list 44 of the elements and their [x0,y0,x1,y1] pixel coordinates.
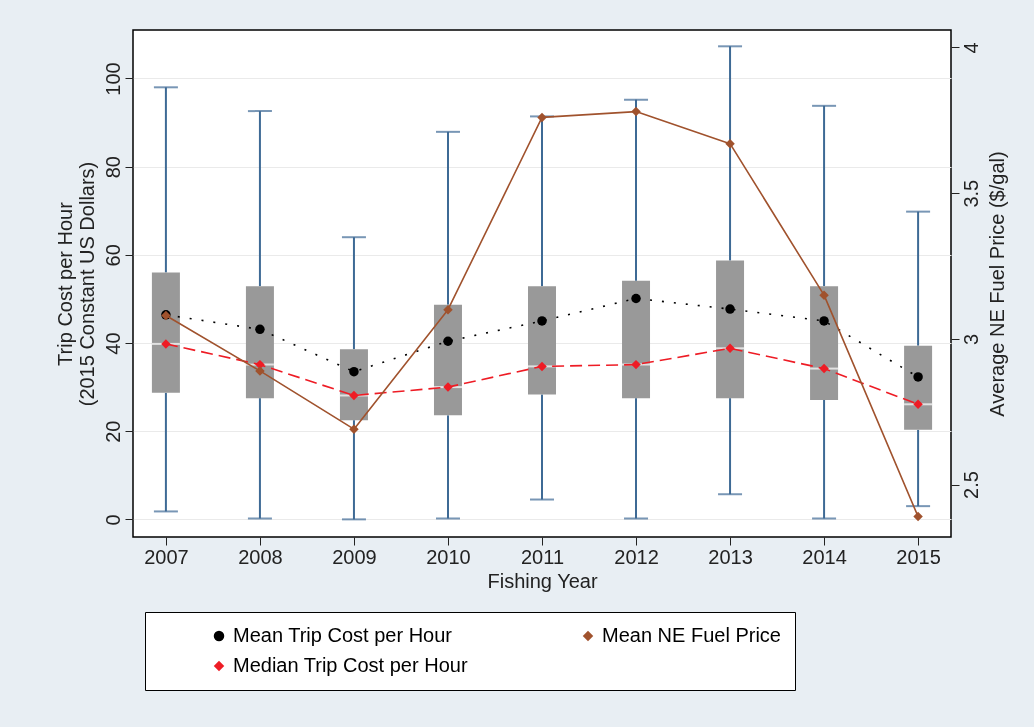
x-tick-label: 2010 [426,545,471,568]
y2-tick-label: 3 [959,333,982,345]
x-tick-label: 2008 [238,545,283,568]
x-axis-title: Fishing Year [487,569,598,592]
y-axis-title: Trip Cost per Hour (2015 Constant US Dollars) [53,161,98,407]
point [537,361,547,372]
point [725,138,735,149]
y2-tick-label: 3.5 [959,179,982,208]
point [725,304,735,314]
y-tick-label: 0 [101,514,124,526]
legend-label: Median Trip Cost per Hour [233,654,468,676]
point [443,336,453,346]
x-tick-label: 2015 [896,545,941,568]
x-tick-label: 2014 [802,545,847,568]
legend-label: Mean NE Fuel Price [602,624,781,646]
point [819,316,829,326]
point [913,511,923,522]
y-tick-label: 40 [101,332,124,355]
y-tick-label: 100 [101,62,124,96]
x-tick-label: 2013 [708,545,753,568]
y2-axis-title: Average NE Fuel Price ($/gal) [985,151,1008,417]
point [819,363,829,374]
x-tick-label: 2011 [520,545,565,568]
point [913,399,923,410]
point [537,316,547,326]
y-tick-label: 20 [101,420,124,443]
x-tick-label: 2007 [144,545,189,568]
point [913,372,923,382]
point [725,343,735,354]
point [255,324,265,335]
legend-label: Mean Trip Cost per Hour [233,624,453,646]
point [349,366,359,377]
point [631,359,641,370]
point [443,304,453,315]
point [349,390,359,401]
y2-tick-label: 4 [959,42,982,54]
point [631,106,641,117]
x-tick-label: 2012 [614,545,659,568]
y2-tick-label: 2.5 [959,471,982,499]
y-tick-label: 60 [101,244,124,267]
y-tick-label: 80 [101,156,124,179]
x-tick-label: 2009 [332,545,377,568]
point [631,293,641,304]
point [537,112,547,123]
